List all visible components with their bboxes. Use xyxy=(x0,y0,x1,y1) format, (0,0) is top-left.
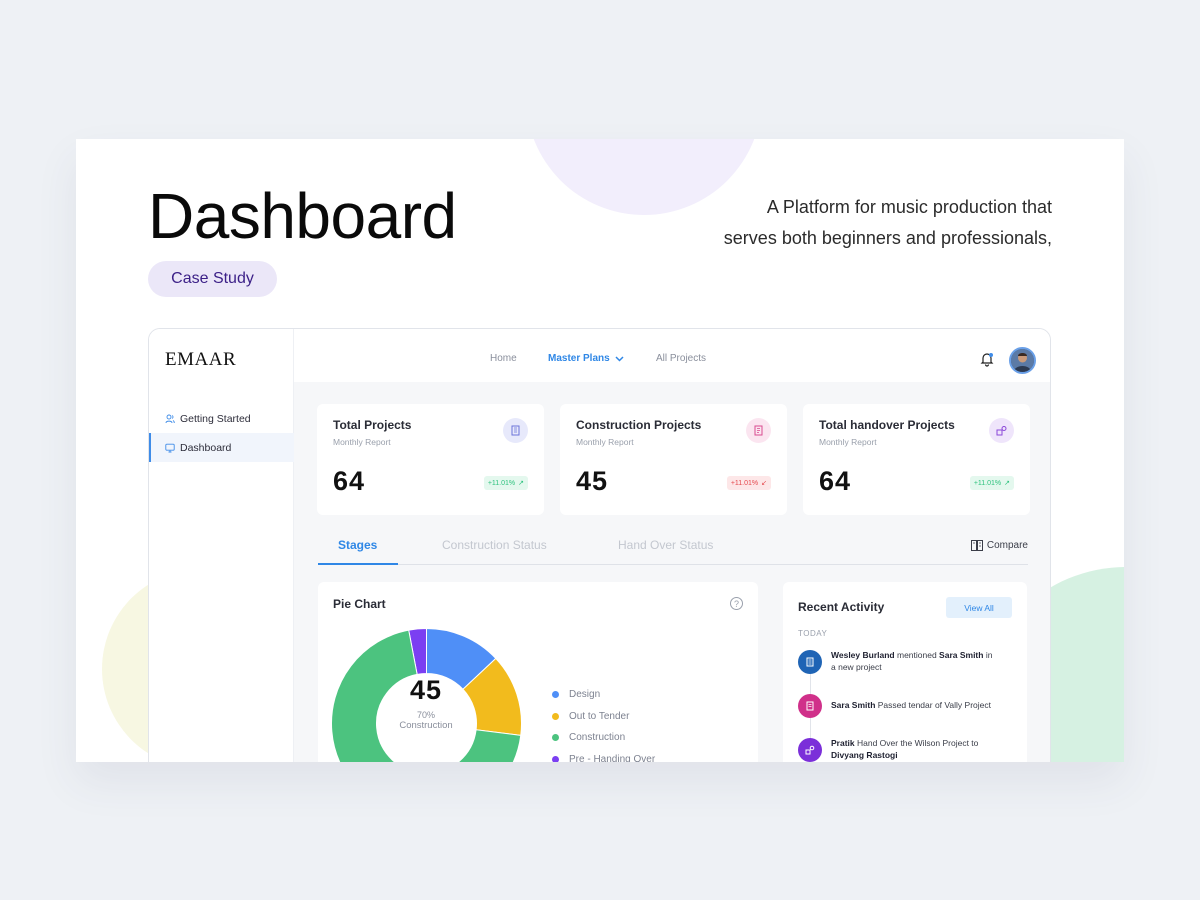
legend-item: Design xyxy=(552,684,655,706)
trend-down-icon: ↙ xyxy=(761,480,767,487)
legend-label: Construction xyxy=(569,732,626,744)
stat-subtitle: Monthly Report xyxy=(333,437,391,447)
nav-home[interactable]: Home xyxy=(490,353,517,364)
top-nav: Home Master Plans All Projects xyxy=(294,329,1050,382)
activity-text: Pratik Hand Over the Wilson Project to D… xyxy=(831,738,979,760)
building-icon xyxy=(798,650,822,674)
document-icon xyxy=(746,418,771,443)
sidebar-item-getting-started[interactable]: Getting Started xyxy=(149,404,294,433)
activity-item[interactable]: Sara Smith Passed tendar of Vally Projec… xyxy=(798,694,998,718)
nav-master-plans[interactable]: Master Plans xyxy=(548,353,624,364)
hero-desc-line-1: A Platform for music production that xyxy=(766,197,1052,217)
main-content: Total Projects Monthly Report 64 +11.01%… xyxy=(294,382,1050,762)
nav-master-plans-label: Master Plans xyxy=(548,353,610,364)
recent-activity-panel: Recent Activity View All TODAY Wesley Bu… xyxy=(783,582,1027,762)
avatar[interactable] xyxy=(1009,347,1036,374)
donut-center-value: 45 xyxy=(409,675,443,705)
today-label: TODAY xyxy=(798,629,828,638)
recent-activity-title: Recent Activity xyxy=(798,600,885,614)
document-icon xyxy=(798,694,822,718)
hero-description: A Platform for music production that ser… xyxy=(632,192,1052,254)
legend-dot xyxy=(552,755,559,762)
legend-label: Pre - Handing Over xyxy=(569,753,656,762)
stat-subtitle: Monthly Report xyxy=(819,437,877,447)
view-all-button[interactable]: View All xyxy=(946,597,1012,618)
nav-all-projects[interactable]: All Projects xyxy=(656,353,707,364)
tab-active-indicator xyxy=(318,563,398,565)
compare-icon xyxy=(970,540,983,551)
donut-center-label: Construction xyxy=(399,720,453,731)
pie-chart-title: Pie Chart xyxy=(333,597,386,611)
pie-legend: Design Out to Tender Construction Pre - Han… xyxy=(552,684,655,762)
stat-title: Total handover Projects xyxy=(819,418,955,432)
hero-title: Dashboard xyxy=(148,180,457,252)
case-study-pill: Case Study xyxy=(148,261,277,297)
stat-card-construction-projects: Construction Projects Monthly Report 45 … xyxy=(560,404,787,515)
stat-title: Construction Projects xyxy=(576,418,702,432)
building-icon xyxy=(503,418,528,443)
trend-badge-text: +11.01% xyxy=(487,479,516,487)
activity-item[interactable]: Wesley Burland mentioned Sara Smith in a… xyxy=(798,650,998,674)
trend-up-icon: ↗ xyxy=(518,480,524,487)
tab-bar: Stages Construction Status Hand Over Sta… xyxy=(318,529,1028,565)
stat-value: 64 xyxy=(333,466,366,496)
activity-item[interactable]: Pratik Hand Over the Wilson Project to D… xyxy=(798,738,998,762)
trend-badge: +11.01% ↗ xyxy=(969,476,1014,490)
donut-chart xyxy=(331,627,522,762)
legend-item: Pre - Handing Over xyxy=(552,749,656,762)
legend-item: Out to Tender xyxy=(552,706,655,728)
donut-hole xyxy=(376,673,477,762)
bell-icon[interactable] xyxy=(979,351,995,367)
hero-desc-line-2: serves both beginners and professionals, xyxy=(723,228,1052,248)
emaar-logo: EMAAR xyxy=(165,349,237,370)
donut-center-percent: 70% xyxy=(416,710,435,720)
legend-label: Out to Tender xyxy=(569,710,630,722)
monitor-icon xyxy=(165,443,175,453)
legend-label: Design xyxy=(569,689,601,701)
pie-chart-panel: Pie Chart ? 45 70% Construction Design Ou… xyxy=(318,582,758,762)
legend-dot xyxy=(552,734,559,742)
users-icon xyxy=(165,414,175,424)
trend-up-icon: ↗ xyxy=(1004,480,1010,487)
legend-item: Construction xyxy=(552,727,655,749)
compare-button[interactable]: Compare xyxy=(970,540,1028,551)
donut-center: 45 70% Construction xyxy=(376,675,476,731)
showcase-card: Dashboard Case Study A Platform for musi… xyxy=(76,139,1124,762)
legend-dot xyxy=(552,691,559,699)
sidebar-item-label: Dashboard xyxy=(180,441,232,454)
trend-badge-text: +11.01% xyxy=(730,479,759,487)
legend-dot xyxy=(552,712,559,720)
tab-stages[interactable]: Stages xyxy=(338,538,378,552)
stat-card-total-projects: Total Projects Monthly Report 64 +11.01%… xyxy=(317,404,544,515)
trend-badge: +11.01% ↙ xyxy=(726,476,771,490)
trend-badge: +11.01% ↗ xyxy=(483,476,528,490)
sidebar-item-dashboard[interactable]: Dashboard xyxy=(149,433,294,462)
stat-title: Total Projects xyxy=(333,418,412,432)
timeline-connector xyxy=(810,673,811,695)
chevron-down-icon xyxy=(615,355,624,362)
sidebar-item-label: Getting Started xyxy=(180,412,251,425)
sidebar: EMAAR Getting Started Dashboard xyxy=(149,329,294,762)
stat-card-handover-projects: Total handover Projects Monthly Report 6… xyxy=(803,404,1030,515)
activity-text: Sara Smith Passed tendar of Vally Projec… xyxy=(831,700,992,710)
stat-value: 45 xyxy=(576,466,609,496)
app-window: EMAAR Getting Started Dashboard Home Mas… xyxy=(148,328,1051,762)
activity-text: Wesley Burland mentioned Sara Smith in a… xyxy=(831,650,993,672)
tab-construction-status[interactable]: Construction Status xyxy=(442,538,547,552)
stat-subtitle: Monthly Report xyxy=(576,437,634,447)
handover-icon xyxy=(798,738,822,762)
tab-hand-over-status[interactable]: Hand Over Status xyxy=(618,538,714,552)
handover-icon xyxy=(989,418,1014,443)
help-icon[interactable]: ? xyxy=(730,597,743,610)
compare-label: Compare xyxy=(986,540,1028,551)
timeline-connector xyxy=(810,718,811,740)
trend-badge-text: +11.01% xyxy=(973,479,1002,487)
pie-slice-construction[interactable] xyxy=(331,629,522,762)
stat-value: 64 xyxy=(819,466,852,496)
